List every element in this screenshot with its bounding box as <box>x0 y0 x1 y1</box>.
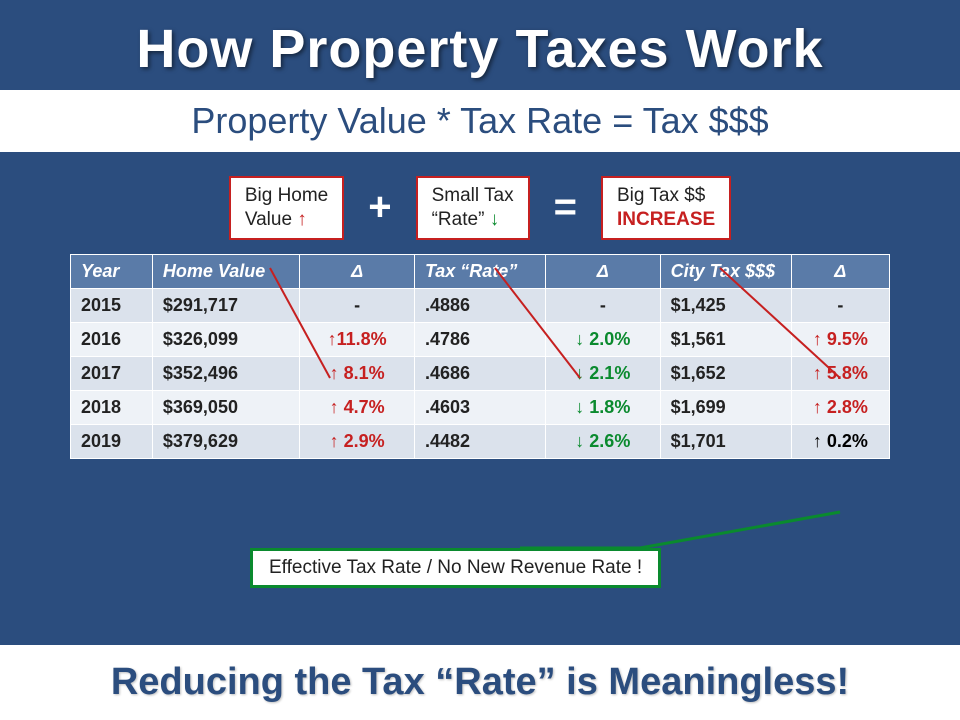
table-cell: ↓ 2.0% <box>545 322 660 356</box>
table-cell: ↑ 2.9% <box>300 424 415 458</box>
table-cell: 2015 <box>71 288 153 322</box>
eq-box1-line2: Value <box>245 209 297 230</box>
eq-box-tax-rate: Small Tax “Rate” ↓ <box>416 176 530 240</box>
formula-bar: Property Value * Tax Rate = Tax $$$ <box>0 90 960 152</box>
table-cell: $326,099 <box>152 322 299 356</box>
table-cell: .4686 <box>414 356 545 390</box>
table-cell: 2016 <box>71 322 153 356</box>
table-cell: .4786 <box>414 322 545 356</box>
table-cell: $1,699 <box>660 390 791 424</box>
table-cell: $1,652 <box>660 356 791 390</box>
table-cell: ↑ 0.2% <box>791 424 889 458</box>
equals-op: = <box>554 185 577 230</box>
main-title: How Property Taxes Work <box>0 0 960 90</box>
bottom-bar: Reducing the Tax “Rate” is Meaningless! <box>0 645 960 720</box>
tax-table: Year Home Value Δ Tax “Rate” Δ City Tax … <box>70 254 890 459</box>
table-cell: 2017 <box>71 356 153 390</box>
table-cell: ↑ 5.8% <box>791 356 889 390</box>
down-arrow-icon: ↓ <box>490 209 500 230</box>
eq-box-increase: Big Tax $$ INCREASE <box>601 176 731 240</box>
table-cell: ↑ 9.5% <box>791 322 889 356</box>
col-delta2: Δ <box>545 254 660 288</box>
col-delta1: Δ <box>300 254 415 288</box>
eq-box-home-value: Big Home Value ↑ <box>229 176 344 240</box>
table-cell: $379,629 <box>152 424 299 458</box>
equation-row: Big Home Value ↑ + Small Tax “Rate” ↓ = … <box>0 176 960 240</box>
table-cell: ↓ 2.6% <box>545 424 660 458</box>
table-cell: .4886 <box>414 288 545 322</box>
table-row: 2019$379,629↑ 2.9%.4482↓ 2.6%$1,701↑ 0.2… <box>71 424 890 458</box>
plus-op: + <box>368 185 391 230</box>
table-cell: ↑ 4.7% <box>300 390 415 424</box>
table-cell: ↓ 2.1% <box>545 356 660 390</box>
col-year: Year <box>71 254 153 288</box>
table-row: 2015$291,717-.4886-$1,425- <box>71 288 890 322</box>
table-cell: ↓ 1.8% <box>545 390 660 424</box>
table-cell: ↑11.8% <box>300 322 415 356</box>
table-cell: - <box>791 288 889 322</box>
eq-box2-line1: Small Tax <box>432 185 514 206</box>
table-row: 2018$369,050↑ 4.7%.4603↓ 1.8%$1,699↑ 2.8… <box>71 390 890 424</box>
eq-box2-line2: “Rate” <box>432 209 490 230</box>
eq-box1-line1: Big Home <box>245 185 328 206</box>
col-delta3: Δ <box>791 254 889 288</box>
table-cell: .4603 <box>414 390 545 424</box>
table-row: 2017$352,496↑ 8.1%.4686↓ 2.1%$1,652↑ 5.8… <box>71 356 890 390</box>
table-cell: $1,701 <box>660 424 791 458</box>
col-home-value: Home Value <box>152 254 299 288</box>
up-arrow-icon: ↑ <box>297 209 307 230</box>
table-cell: - <box>545 288 660 322</box>
table-header-row: Year Home Value Δ Tax “Rate” Δ City Tax … <box>71 254 890 288</box>
bottom-text: Reducing the Tax “Rate” is Meaningless! <box>111 661 849 703</box>
table-cell: $352,496 <box>152 356 299 390</box>
table-cell: 2019 <box>71 424 153 458</box>
table-cell: $369,050 <box>152 390 299 424</box>
note-box: Effective Tax Rate / No New Revenue Rate… <box>250 548 661 588</box>
table-cell: $1,425 <box>660 288 791 322</box>
table-row: 2016$326,099↑11.8%.4786↓ 2.0%$1,561↑ 9.5… <box>71 322 890 356</box>
table-cell: ↑ 8.1% <box>300 356 415 390</box>
table-cell: .4482 <box>414 424 545 458</box>
formula-text: Property Value * Tax Rate = Tax $$$ <box>191 100 768 141</box>
table-cell: ↑ 2.8% <box>791 390 889 424</box>
table-cell: - <box>300 288 415 322</box>
table-cell: 2018 <box>71 390 153 424</box>
table-cell: $291,717 <box>152 288 299 322</box>
eq-box3-line1: Big Tax $$ <box>617 185 705 206</box>
col-tax-rate: Tax “Rate” <box>414 254 545 288</box>
table-cell: $1,561 <box>660 322 791 356</box>
eq-box3-line2: INCREASE <box>617 209 715 230</box>
col-city-tax: City Tax $$$ <box>660 254 791 288</box>
